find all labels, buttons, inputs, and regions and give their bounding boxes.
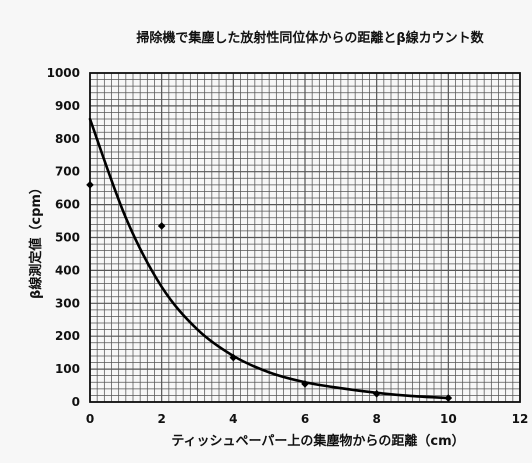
y-tick-label: 300 (55, 296, 80, 310)
x-axis-label: ティッシュペーパー上の集塵物からの距離（cm） (171, 433, 464, 449)
data-point (86, 181, 94, 189)
x-tick-label: 2 (157, 412, 165, 426)
chart-title: 掃除機で集塵した放射性同位体からの距離とβ線カウント数 (136, 30, 484, 46)
tick-labels: 0 2 4 6 8 10 12 0 100 200 300 400 500 600 700 800 900 100… (47, 66, 529, 426)
trend-curve (88, 117, 450, 400)
y-tick-label: 600 (55, 198, 80, 212)
data-point (444, 394, 453, 402)
axes (89, 72, 521, 403)
data-point (229, 353, 238, 362)
data-point (372, 389, 381, 398)
y-tick-label: 200 (55, 329, 80, 343)
y-tick-label: 900 (55, 99, 80, 113)
y-tick-label: 0 (72, 395, 80, 409)
data-point (301, 380, 309, 388)
grid-lines (89, 72, 521, 403)
y-tick-label: 500 (55, 231, 80, 245)
x-tick-label: 10 (440, 412, 457, 426)
y-tick-label: 1000 (47, 66, 80, 80)
x-tick-label: 4 (229, 412, 237, 426)
y-tick-label: 100 (55, 362, 80, 376)
y-axis-label: β線測定値（cpm） (28, 181, 44, 299)
data-point (157, 222, 166, 230)
trend-curve-line (88, 117, 450, 400)
plot-frame (89, 72, 521, 403)
y-tick-label: 700 (55, 165, 80, 179)
y-tick-label: 400 (55, 263, 80, 277)
x-tick-label: 8 (372, 412, 380, 426)
x-tick-label: 6 (301, 412, 309, 426)
y-tick-label: 800 (55, 132, 80, 146)
x-tick-label: 12 (512, 412, 529, 426)
data-points (86, 181, 453, 402)
x-tick-label: 0 (86, 412, 94, 426)
